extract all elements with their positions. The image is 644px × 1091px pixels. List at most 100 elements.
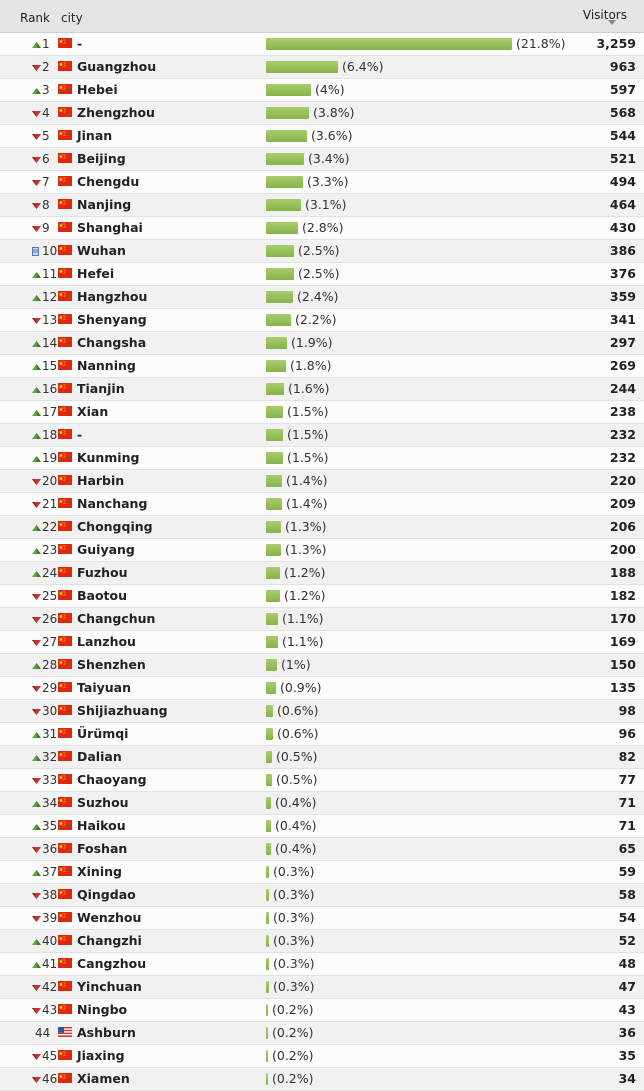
table-row[interactable]: 27 Lanzhou (1.1%) 169: [0, 631, 644, 654]
city-name[interactable]: Ashburn: [77, 1025, 136, 1040]
table-row[interactable]: 20 Harbin (1.4%) 220: [0, 470, 644, 493]
city-name[interactable]: Shanghai: [77, 220, 143, 235]
table-row[interactable]: 9 Shanghai (2.8%) 430: [0, 217, 644, 240]
table-row[interactable]: 31 Ürümqi (0.6%) 96: [0, 723, 644, 746]
city-name[interactable]: Shenyang: [77, 312, 147, 327]
table-row[interactable]: 41 Cangzhou (0.3%) 48: [0, 953, 644, 976]
table-row[interactable]: 35 Haikou (0.4%) 71: [0, 815, 644, 838]
table-row[interactable]: 13 Shenyang (2.2%) 341: [0, 309, 644, 332]
table-row[interactable]: 19 Kunming (1.5%) 232: [0, 447, 644, 470]
table-row[interactable]: 39 Wenzhou (0.3%) 54: [0, 907, 644, 930]
city-name[interactable]: Nanchang: [77, 496, 148, 511]
table-row[interactable]: 2 Guangzhou (6.4%) 963: [0, 56, 644, 79]
city-name[interactable]: Tianjin: [77, 381, 125, 396]
city-name[interactable]: -: [77, 36, 83, 51]
city-name[interactable]: Beijing: [77, 151, 126, 166]
city-name[interactable]: Changchun: [77, 611, 156, 626]
table-row[interactable]: 38 Qingdao (0.3%) 58: [0, 884, 644, 907]
city-name[interactable]: Cangzhou: [77, 956, 147, 971]
city-name[interactable]: Hefei: [77, 266, 115, 281]
trend-up-icon: [32, 88, 41, 94]
table-row[interactable]: 34 Suzhou (0.4%) 71: [0, 792, 644, 815]
city-name[interactable]: Haikou: [77, 818, 126, 833]
city-name[interactable]: Xian: [77, 404, 109, 419]
china-flag-icon: [58, 176, 72, 186]
table-row[interactable]: 21 Nanchang (1.4%) 209: [0, 493, 644, 516]
city-name[interactable]: Xining: [77, 864, 122, 879]
city-name[interactable]: Qingdao: [77, 887, 136, 902]
city-column-header[interactable]: city: [61, 11, 83, 25]
table-row[interactable]: 40 Changzhi (0.3%) 52: [0, 930, 644, 953]
city-name[interactable]: Lanzhou: [77, 634, 136, 649]
table-row[interactable]: 4 Zhengzhou (3.8%) 568: [0, 102, 644, 125]
table-row[interactable]: 22 Chongqing (1.3%) 206: [0, 516, 644, 539]
visitors-column-header[interactable]: Visitors: [582, 8, 627, 22]
city-name[interactable]: Chengdu: [77, 174, 140, 189]
table-row[interactable]: 1 - (21.8%) 3,259: [0, 33, 644, 56]
table-row[interactable]: 7 Chengdu (3.3%) 494: [0, 171, 644, 194]
table-row[interactable]: 8 Nanjing (3.1%) 464: [0, 194, 644, 217]
table-row[interactable]: 11 Hefei (2.5%) 376: [0, 263, 644, 286]
table-row[interactable]: 18 - (1.5%) 232: [0, 424, 644, 447]
city-name[interactable]: Fuzhou: [77, 565, 128, 580]
city-name[interactable]: Jiaxing: [77, 1048, 125, 1063]
table-row[interactable]: 36 Foshan (0.4%) 65: [0, 838, 644, 861]
visitor-count: 297: [609, 335, 636, 350]
table-row[interactable]: 45 Jiaxing (0.2%) 35: [0, 1045, 644, 1068]
city-name[interactable]: Hangzhou: [77, 289, 148, 304]
table-row[interactable]: 6 Beijing (3.4%) 521: [0, 148, 644, 171]
city-name[interactable]: Harbin: [77, 473, 125, 488]
city-name[interactable]: Changzhi: [77, 933, 142, 948]
city-name[interactable]: Shijiazhuang: [77, 703, 168, 718]
table-row[interactable]: 32 Dalian (0.5%) 82: [0, 746, 644, 769]
table-row[interactable]: 14 Changsha (1.9%) 297: [0, 332, 644, 355]
sort-desc-icon[interactable]: [608, 20, 616, 25]
rank-column-header[interactable]: Rank: [20, 11, 50, 25]
table-row[interactable]: 5 Jinan (3.6%) 544: [0, 125, 644, 148]
city-name[interactable]: Kunming: [77, 450, 140, 465]
city-name[interactable]: Yinchuan: [77, 979, 142, 994]
city-name[interactable]: Nanjing: [77, 197, 132, 212]
table-row[interactable]: 37 Xining (0.3%) 59: [0, 861, 644, 884]
table-row[interactable]: 12 Hangzhou (2.4%) 359: [0, 286, 644, 309]
city-name[interactable]: Ürümqi: [77, 726, 129, 741]
table-row[interactable]: 42 Yinchuan (0.3%) 47: [0, 976, 644, 999]
city-name[interactable]: Hebei: [77, 82, 118, 97]
city-name[interactable]: Wuhan: [77, 243, 126, 258]
city-name[interactable]: Dalian: [77, 749, 122, 764]
table-row[interactable]: 17 Xian (1.5%) 238: [0, 401, 644, 424]
city-name[interactable]: Nanning: [77, 358, 136, 373]
table-row[interactable]: 33 Chaoyang (0.5%) 77: [0, 769, 644, 792]
city-name[interactable]: Guangzhou: [77, 59, 157, 74]
city-name[interactable]: Chaoyang: [77, 772, 147, 787]
city-name[interactable]: Wenzhou: [77, 910, 142, 925]
city-name[interactable]: Zhengzhou: [77, 105, 155, 120]
city-name[interactable]: Guiyang: [77, 542, 135, 557]
table-row[interactable]: 10 Wuhan (2.5%) 386: [0, 240, 644, 263]
city-name[interactable]: Ningbo: [77, 1002, 128, 1017]
city-name[interactable]: Baotou: [77, 588, 128, 603]
table-row[interactable]: 26 Changchun (1.1%) 170: [0, 608, 644, 631]
city-name[interactable]: Jinan: [77, 128, 113, 143]
city-name[interactable]: -: [77, 427, 83, 442]
table-row[interactable]: 28 Shenzhen (1%) 150: [0, 654, 644, 677]
city-name[interactable]: Foshan: [77, 841, 128, 856]
table-row[interactable]: 43 Ningbo (0.2%) 43: [0, 999, 644, 1022]
table-row[interactable]: 16 Tianjin (1.6%) 244: [0, 378, 644, 401]
rank-number: 42: [42, 980, 58, 994]
table-row[interactable]: 44 Ashburn (0.2%) 36: [0, 1022, 644, 1045]
table-row[interactable]: 24 Fuzhou (1.2%) 188: [0, 562, 644, 585]
trend-down-icon: [32, 318, 41, 324]
table-row[interactable]: 3 Hebei (4%) 597: [0, 79, 644, 102]
table-row[interactable]: 29 Taiyuan (0.9%) 135: [0, 677, 644, 700]
table-row[interactable]: 15 Nanning (1.8%) 269: [0, 355, 644, 378]
city-name[interactable]: Taiyuan: [77, 680, 132, 695]
city-name[interactable]: Changsha: [77, 335, 147, 350]
city-name[interactable]: Xiamen: [77, 1071, 130, 1086]
table-row[interactable]: 30 Shijiazhuang (0.6%) 98: [0, 700, 644, 723]
city-name[interactable]: Shenzhen: [77, 657, 146, 672]
city-name[interactable]: Chongqing: [77, 519, 153, 534]
table-row[interactable]: 25 Baotou (1.2%) 182: [0, 585, 644, 608]
city-name[interactable]: Suzhou: [77, 795, 129, 810]
table-row[interactable]: 23 Guiyang (1.3%) 200: [0, 539, 644, 562]
